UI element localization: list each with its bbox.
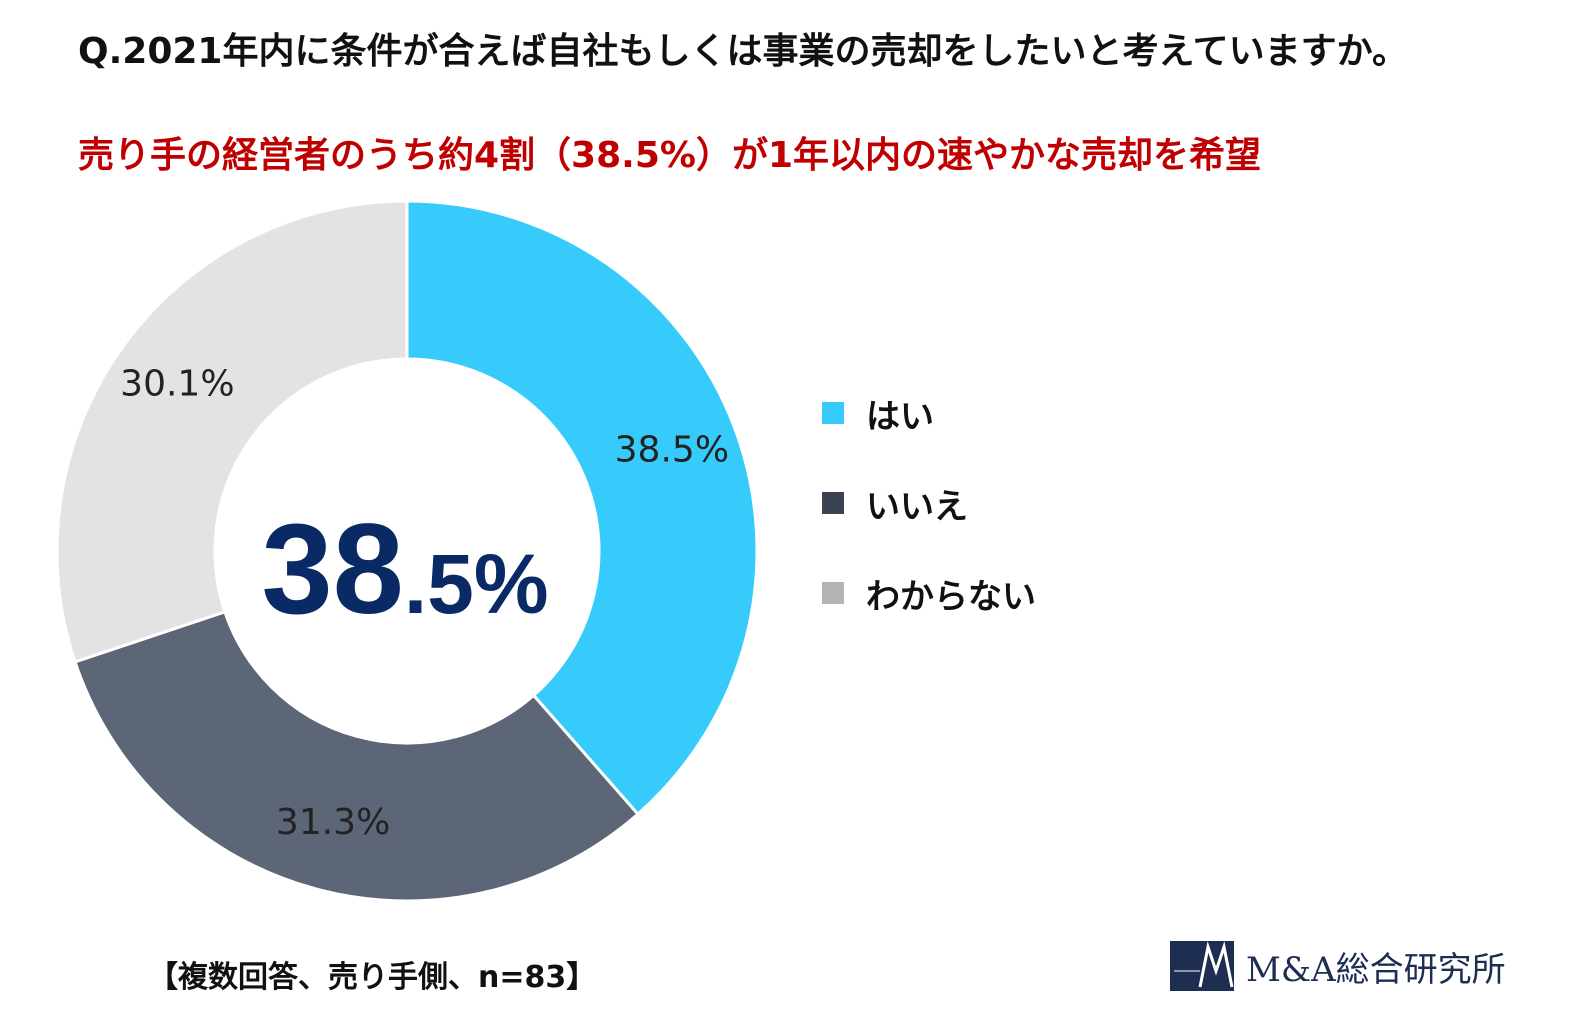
logo-mark-icon	[1170, 941, 1234, 991]
legend-swatch-yes	[822, 402, 844, 424]
logo-text: M&A総合研究所	[1246, 949, 1506, 990]
data-label-unknown: 30.1%	[120, 364, 234, 405]
headline-subtitle: 売り手の経営者のうち約4割（38.5%）が1年以内の速やかな売却を希望	[78, 135, 1261, 176]
slice-unknown	[55, 199, 409, 664]
legend-swatch-unknown	[822, 582, 844, 604]
center-highlight-value: 38.5%	[215, 470, 595, 670]
slice-no	[73, 609, 640, 903]
center-value-integer: 38	[261, 498, 404, 641]
legend-label-unknown: わからない	[866, 576, 1036, 617]
legend-label-no: いいえ	[866, 486, 968, 527]
company-logo: M&A総合研究所	[1170, 940, 1506, 992]
data-label-yes: 38.5%	[615, 429, 729, 470]
legend-swatch-no	[822, 492, 844, 514]
center-value-decimal: .5%	[403, 537, 549, 631]
chart-legend: はい いいえ わからない	[822, 368, 1036, 638]
legend-item-unknown: わからない	[822, 548, 1036, 638]
donut-chart: 38.5% 31.3% 30.1%	[55, 199, 759, 903]
slice-yes	[405, 199, 759, 817]
legend-item-no: いいえ	[822, 458, 1036, 548]
data-label-no: 31.3%	[276, 802, 390, 843]
sample-footnote: 【複数回答、売り手側、n=83】	[148, 960, 597, 995]
question-title: Q.2021年内に条件が合えば自社もしくは事業の売却をしたいと考えていますか。	[78, 31, 1408, 72]
legend-item-yes: はい	[822, 368, 1036, 458]
legend-label-yes: はい	[866, 396, 934, 437]
